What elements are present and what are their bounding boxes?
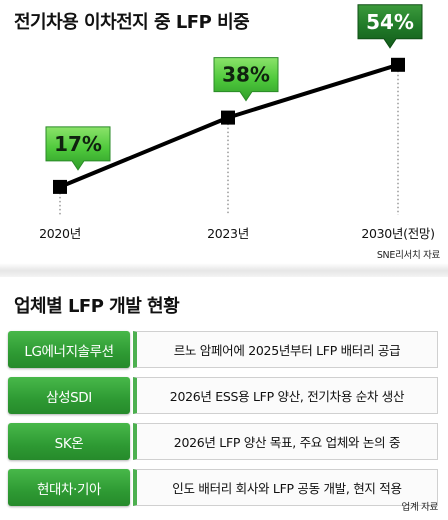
x-tick-label: 2020년 [39,226,81,241]
table-row: 현대차·기아 인도 배터리 회사와 LFP 공동 개발, 현지 적용 [8,469,438,506]
data-marker [221,110,235,125]
section-divider [0,263,448,277]
company-cell: 삼성SDI [8,377,130,414]
data-label: 38% [222,63,270,87]
x-tick-label: 2023년 [207,226,249,241]
company-table: LG에너지솔루션 르노 암페어에 2025년부터 LFP 배터리 공급 삼성SD… [8,331,438,515]
table-row: 삼성SDI 2026년 ESS용 LFP 양산, 전기차용 순차 생산 [8,377,438,414]
data-label-bubble [45,126,111,171]
detail-cell: 인도 배터리 회사와 LFP 공동 개발, 현지 적용 [133,469,438,506]
table-row: SK온 2026년 LFP 양산 목표, 주요 업체와 논의 중 [8,423,438,460]
data-label: 17% [54,132,102,156]
detail-cell: 2026년 ESS용 LFP 양산, 전기차용 순차 생산 [133,377,438,414]
table-row: LG에너지솔루션 르노 암페어에 2025년부터 LFP 배터리 공급 [8,331,438,368]
data-label: 54% [366,10,414,34]
company-cell: LG에너지솔루션 [8,331,130,368]
detail-cell: 2026년 LFP 양산 목표, 주요 업체와 논의 중 [133,423,438,460]
company-cell: 현대차·기아 [8,469,130,506]
detail-cell: 르노 암페어에 2025년부터 LFP 배터리 공급 [133,331,438,368]
data-marker [391,57,405,72]
line-chart: 17% 38% 54% 2020년 2023년 2030년(전망) [39,4,435,241]
data-label-bubble [213,57,279,102]
chart-title: 전기차용 이차전지 중 LFP 비중 [14,12,250,33]
table-title: 업체별 LFP 개발 현황 [14,296,180,317]
data-label-bubble [357,4,423,49]
table-source: 업계 자료 [401,502,439,513]
company-cell: SK온 [8,423,130,460]
chart-source: SNE리서치 자료 [376,250,440,261]
x-tick-label: 2030년(전망) [361,226,434,241]
data-marker [53,179,67,194]
